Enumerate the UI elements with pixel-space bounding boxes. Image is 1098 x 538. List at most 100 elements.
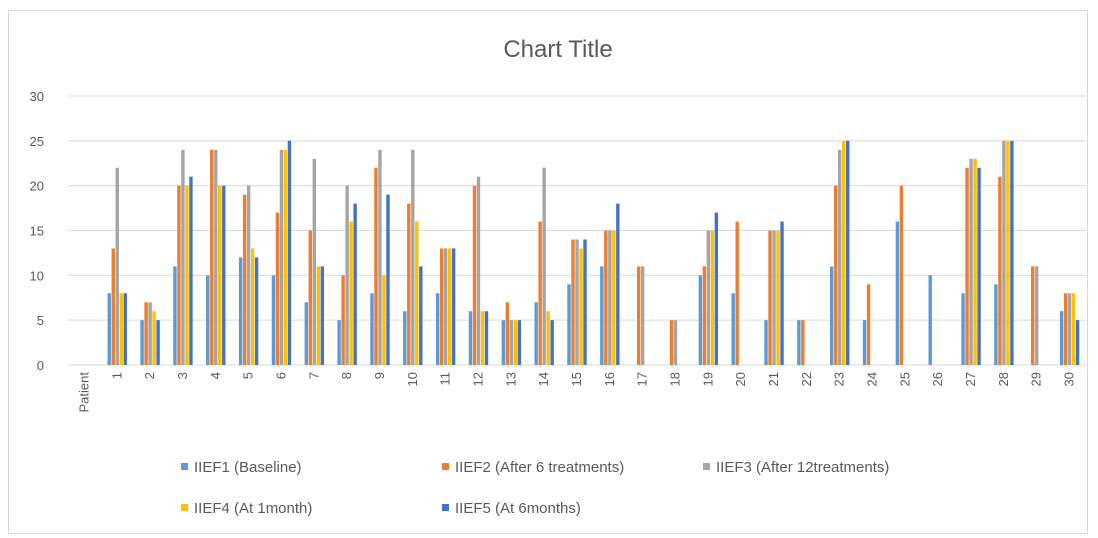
bar-3-patient-28 [1002,140,1006,365]
bar-1-patient-24 [862,320,867,365]
x-tick-label: 24 [865,372,880,386]
bar-3-patient-23 [838,149,842,365]
bar-5-patient-4 [222,185,226,365]
bar-3-patient-19 [706,230,711,365]
bar-3-patient-27 [969,158,973,365]
bar-2-patient-7 [308,230,312,365]
bar-5-patient-19 [714,212,719,365]
bar-5-patient-28 [1010,140,1014,365]
x-tick-label: 20 [733,372,748,386]
x-axis-ticks: Patient 1 2 3 4 5 6 7 8 9 10 11 12 13 14 15 16 17 18 19 20 21… [76,372,1076,413]
bar-2-patient-8 [341,275,345,365]
bar-2-patient-21 [768,230,772,365]
bar-5-patient-15 [583,239,587,365]
legend-item-3: IIEF3 (After 12treatments) [703,459,889,476]
bar-1-patient-11 [435,293,440,365]
x-tick-label: 16 [602,372,617,386]
x-tick-label: 19 [700,372,715,386]
bar-1-patient-6 [271,275,276,365]
bar-3-patient-11 [443,248,448,365]
x-tick-label: 25 [897,372,912,386]
bar-3-patient-6 [279,149,284,365]
bar-2-patient-30 [1063,293,1068,365]
legend-item-5: IIEF5 (At 6months) [442,500,581,517]
bar-4-patient-9 [382,275,386,365]
bar-4-patient-11 [447,248,452,365]
x-tick-label: 11 [438,372,453,386]
bar-4-patient-27 [973,158,977,365]
bar-3-patient-12 [476,176,481,365]
bars [107,140,1080,365]
bar-2-patient-29 [1031,266,1035,365]
bar-1-patient-9 [370,293,374,365]
x-tick-label: 4 [208,372,223,379]
bar-2-patient-9 [374,167,378,365]
bar-4-patient-15 [579,248,583,365]
bar-5-patient-7 [320,266,324,365]
bar-4-patient-28 [1006,140,1010,365]
bar-4-patient-6 [283,149,288,365]
bar-2-patient-24 [866,284,871,365]
bar-1-patient-10 [403,311,407,365]
bar-1-patient-26 [928,275,932,365]
legend-label: IIEF2 (After 6 treatments) [455,459,624,476]
x-tick-label: 28 [996,372,1011,386]
legend-swatch [442,504,449,511]
y-tick-label: 20 [30,179,44,194]
bar-3-patient-17 [640,266,645,365]
bar-5-patient-3 [189,176,193,365]
bar-3-patient-13 [509,320,514,365]
bar-1-patient-2 [140,320,144,365]
bar-2-patient-13 [505,302,510,365]
x-tick-label: 12 [470,372,485,386]
x-tick-label: 23 [832,372,847,386]
y-tick-label: 0 [37,358,44,373]
bar-1-patient-21 [764,320,768,365]
bar-5-patient-12 [484,311,489,365]
bar-5-patient-9 [386,194,390,365]
bar-4-patient-30 [1071,293,1076,365]
x-tick-label: 15 [569,372,584,386]
y-axis-ticks: 0 5 10 15 20 25 30 [30,89,44,373]
bar-1-patient-3 [173,266,177,365]
bar-1-patient-25 [895,221,900,365]
legend-label: IIEF4 (At 1month) [194,500,312,517]
bar-3-patient-29 [1035,266,1039,365]
bar-2-patient-17 [636,266,641,365]
chart-title: Chart Title [503,36,612,63]
bar-3-patient-7 [312,158,316,365]
bar-1-patient-14 [534,302,538,365]
bar-1-patient-1 [107,293,111,365]
bar-1-patient-23 [830,266,834,365]
bar-5-patient-23 [846,140,850,365]
bar-4-patient-19 [710,230,715,365]
bar-1-patient-22 [797,320,801,365]
x-tick-label: 8 [339,372,354,379]
bar-4-patient-12 [480,311,485,365]
bar-1-patient-20 [731,293,735,365]
bar-3-patient-9 [378,149,382,365]
bar-2-patient-22 [801,320,805,365]
bar-1-patient-16 [600,266,604,365]
bar-5-patient-5 [254,257,259,365]
bar-2-patient-23 [834,185,838,365]
bar-5-patient-11 [451,248,456,365]
bar-5-patient-21 [780,221,784,365]
x-tick-label: 27 [963,372,978,386]
bar-5-patient-2 [156,320,160,365]
legend-swatch [181,504,188,511]
bar-1-patient-5 [238,257,243,365]
x-tick-label: 10 [405,372,420,386]
bar-1-patient-4 [206,275,210,365]
bar-1-patient-7 [304,302,308,365]
x-tick-label: 2 [142,372,157,379]
bar-4-patient-4 [218,185,222,365]
bar-2-patient-18 [669,320,674,365]
bar-4-patient-1 [119,293,123,365]
bar-2-patient-3 [177,185,181,365]
x-tick-label: 18 [668,372,683,386]
bar-4-patient-7 [316,266,320,365]
x-tick-label: 6 [273,372,288,379]
bar-2-patient-6 [275,212,280,365]
